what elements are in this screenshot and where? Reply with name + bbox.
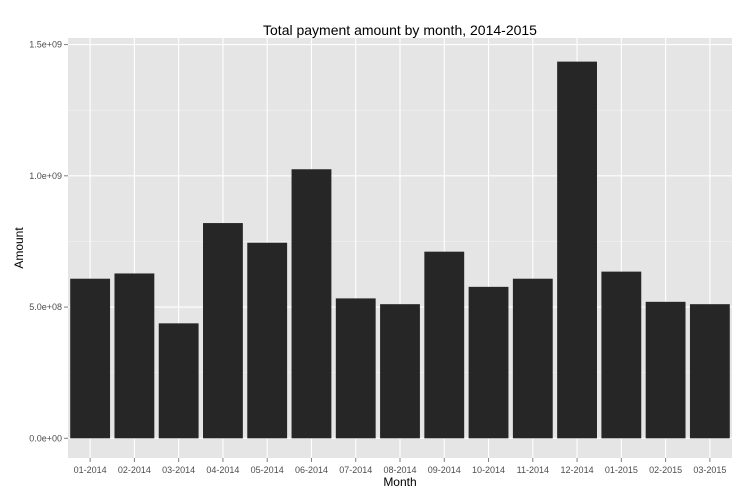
- x-tick-label: 05-2014: [251, 465, 284, 475]
- bar-02-2015: [645, 301, 686, 439]
- x-tick-label: 04-2014: [206, 465, 239, 475]
- x-tick-label: 10-2014: [472, 465, 505, 475]
- x-tick-label: 08-2014: [383, 465, 416, 475]
- bar-04-2014: [203, 223, 243, 439]
- y-tick-label: 1.0e+09: [29, 171, 62, 181]
- y-tick-label: 0.0e+00: [29, 433, 62, 443]
- chart-title: Total payment amount by month, 2014-2015: [263, 22, 537, 38]
- bar-06-2014: [291, 169, 332, 439]
- x-tick-label: 07-2014: [339, 465, 372, 475]
- bar-03-2014: [158, 323, 199, 439]
- x-tick-label: 09-2014: [428, 465, 461, 475]
- bar-11-2014: [512, 278, 553, 439]
- bars: [70, 61, 730, 439]
- y-tick-label: 5.0e+08: [29, 302, 62, 312]
- bar-05-2014: [247, 242, 288, 439]
- x-tick-label: 03-2014: [162, 465, 195, 475]
- x-tick-label: 12-2014: [561, 465, 594, 475]
- x-tick-label: 01-2014: [74, 465, 107, 475]
- x-tick-label: 01-2015: [605, 465, 638, 475]
- bar-01-2015: [601, 271, 642, 439]
- bar-09-2014: [424, 251, 465, 439]
- bar-10-2014: [468, 286, 509, 439]
- x-axis-label: Month: [383, 475, 416, 489]
- x-tick-label: 11-2014: [517, 465, 549, 475]
- bar-08-2014: [380, 304, 420, 439]
- x-tick-label: 03-2015: [693, 465, 726, 475]
- x-tick-label: 06-2014: [295, 465, 328, 475]
- bar-12-2014: [557, 61, 597, 439]
- x-tick-label: 02-2015: [649, 465, 682, 475]
- bar-03-2015: [689, 304, 730, 439]
- x-tick-label: 02-2014: [118, 465, 151, 475]
- x-axis: 01-2014 02-2014 03-2014 04-2014 05-2014 06-20…: [74, 458, 726, 475]
- bar-02-2014: [114, 273, 155, 439]
- y-axis: 0.0e+00 5.0e+08 1.0e+09 1.5e+09: [29, 40, 68, 443]
- y-tick-label: 1.5e+09: [29, 40, 62, 50]
- bar-07-2014: [335, 298, 376, 439]
- bar-01-2014: [70, 278, 111, 439]
- y-axis-label: Amount: [12, 227, 26, 269]
